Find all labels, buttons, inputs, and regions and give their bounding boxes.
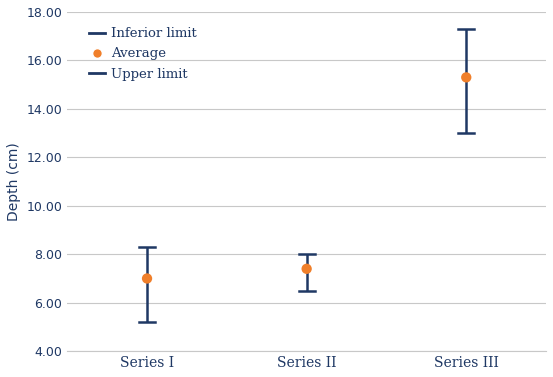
Legend: Inferior limit, Average, Upper limit: Inferior limit, Average, Upper limit [84,22,202,86]
Point [143,276,152,282]
Point [462,74,471,80]
Y-axis label: Depth (cm): Depth (cm) [7,142,21,221]
Point [302,266,311,272]
